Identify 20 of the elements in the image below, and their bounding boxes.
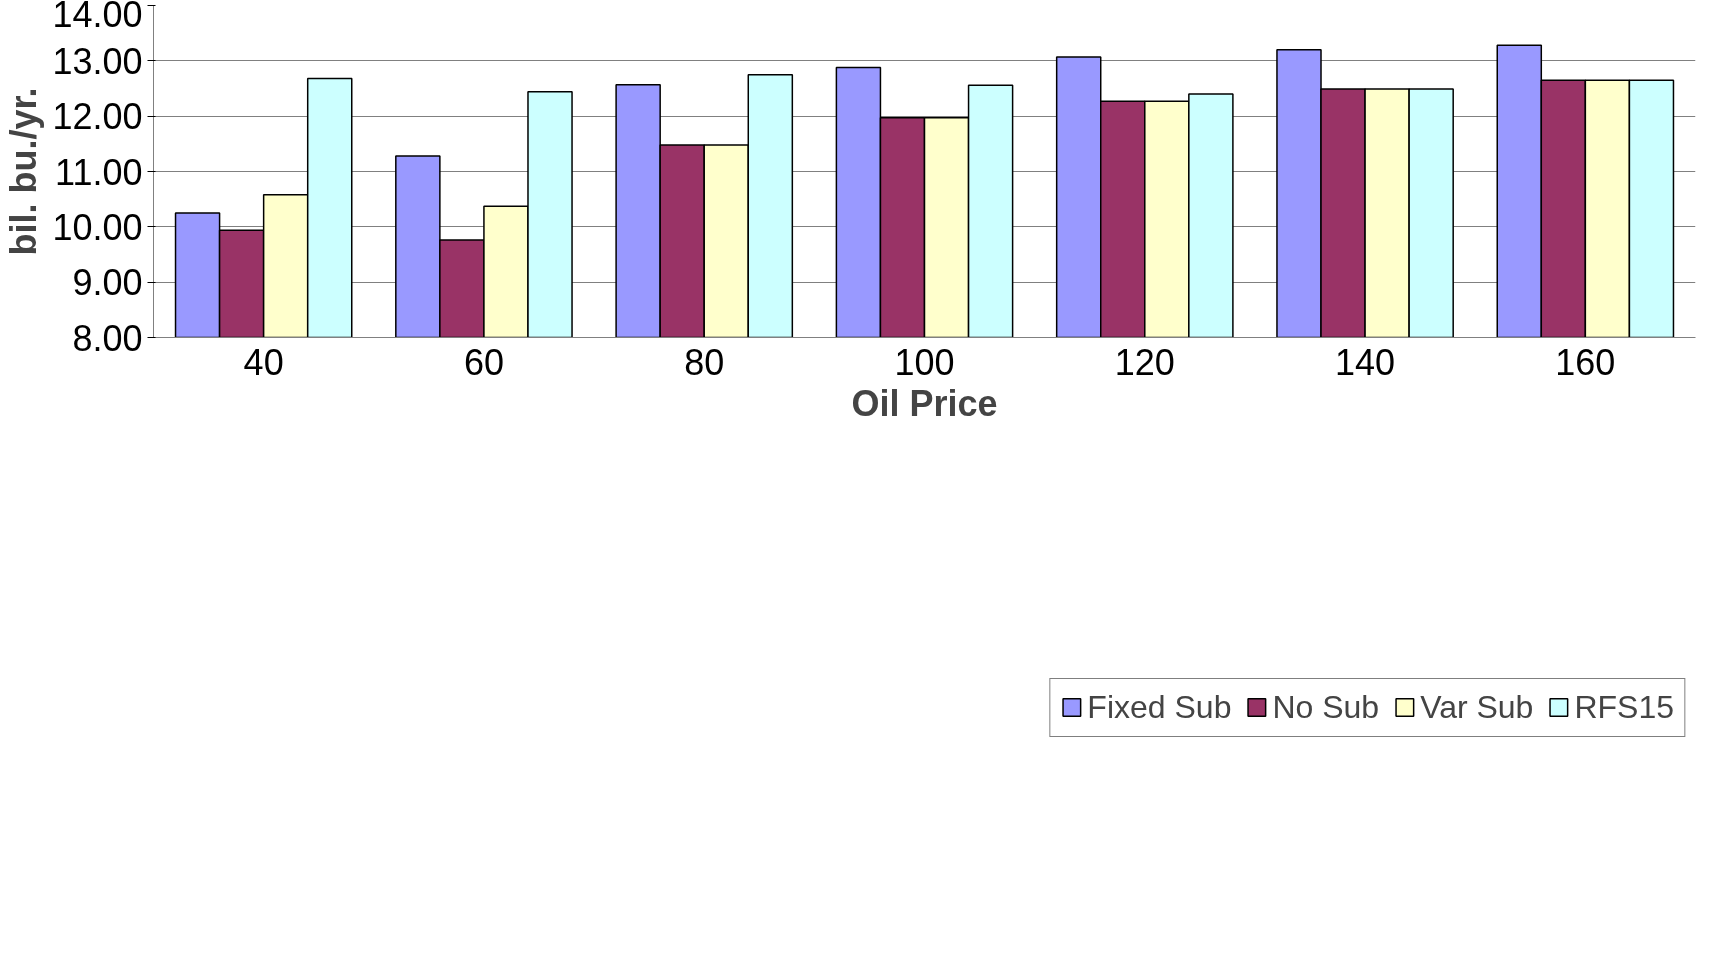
y-tick-label: 14.00 <box>52 0 143 35</box>
y-tick-label: 9.00 <box>72 262 143 304</box>
legend-label: RFS15 <box>1574 688 1674 726</box>
x-axis-title: Oil Price <box>851 382 998 424</box>
x-tick-label: 160 <box>1555 341 1616 383</box>
x-tick-label: 40 <box>243 341 284 383</box>
y-tick-label: 13.00 <box>52 40 143 82</box>
legend-label: Var Sub <box>1420 688 1534 726</box>
x-tick-label: 140 <box>1335 341 1396 383</box>
y-tick-label: 8.00 <box>72 317 143 359</box>
y-tick-label: 10.00 <box>52 206 143 248</box>
legend-label: Fixed Sub <box>1087 688 1232 726</box>
x-tick-label: 60 <box>463 341 504 383</box>
x-tick-label: 80 <box>684 341 725 383</box>
legend-label: No Sub <box>1272 688 1380 726</box>
y-axis-title: bil. bu./yr. <box>3 87 45 256</box>
x-tick-label: 120 <box>1114 341 1175 383</box>
x-tick-label: 100 <box>894 341 955 383</box>
y-tick-label: 11.00 <box>55 151 143 193</box>
y-tick-label: 12.00 <box>52 96 143 138</box>
